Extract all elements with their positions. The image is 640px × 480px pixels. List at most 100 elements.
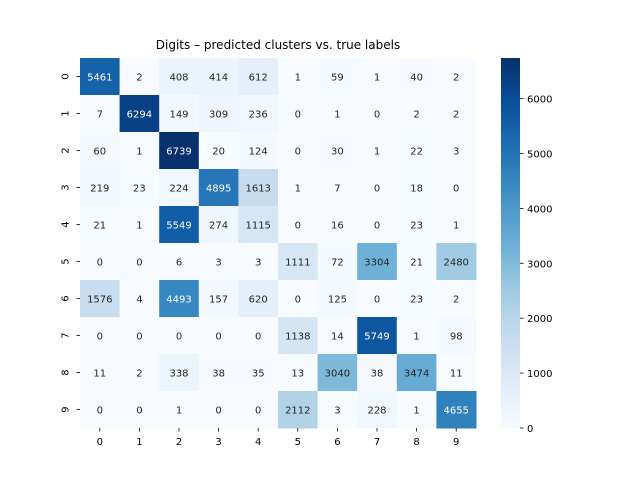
cell-value-label: 236 (249, 110, 268, 121)
x-tick-label: 0 (97, 437, 103, 448)
heatmap-cell (396, 243, 437, 281)
heatmap-cell (119, 317, 160, 355)
cell-value-label: 620 (249, 295, 268, 306)
cell-value-label: 40 (410, 73, 423, 84)
cell-value-label: 1576 (87, 295, 112, 306)
heatmap-cell (159, 243, 200, 281)
heatmap-cell (238, 132, 279, 170)
heatmap-cell (119, 169, 160, 207)
heatmap-cell (119, 132, 160, 170)
cell-value-label: 7 (97, 110, 103, 121)
heatmap-cell (119, 58, 160, 96)
heatmap-cell (357, 354, 398, 392)
heatmap-cell (80, 317, 121, 355)
cell-value-label: 38 (371, 369, 384, 380)
cell-value-label: 7 (334, 184, 340, 195)
cell-value-label: 60 (93, 147, 106, 158)
cell-value-label: 0 (97, 406, 103, 417)
y-tick-label: 5 (61, 258, 72, 264)
cell-value-label: 1 (176, 406, 182, 417)
heatmap-cell (436, 132, 477, 170)
cell-value-label: 21 (410, 258, 423, 269)
cell-value-label: 0 (97, 258, 103, 269)
cell-value-label: 0 (255, 406, 261, 417)
cell-value-label: 3 (334, 406, 340, 417)
cell-value-label: 1 (453, 221, 459, 232)
heatmap-cell (278, 206, 319, 244)
cell-value-label: 3 (255, 258, 261, 269)
heatmap-cell (357, 132, 398, 170)
colorbar-tick-label: 4000 (527, 204, 552, 215)
cell-value-label: 98 (450, 332, 463, 343)
heatmap-cell (80, 95, 121, 133)
heatmap-cell (357, 317, 398, 355)
colorbar-gradient (501, 58, 520, 428)
heatmap-cell (119, 280, 160, 318)
cell-value-label: 1 (374, 147, 380, 158)
cell-value-label: 1 (295, 73, 301, 84)
heatmap-cell (80, 280, 121, 318)
heatmap-cell (317, 95, 358, 133)
heatmap-cell (119, 354, 160, 392)
cell-value-label: 4493 (166, 295, 191, 306)
heatmap-cell (238, 280, 279, 318)
heatmap-cell (317, 317, 358, 355)
heatmap-cell (238, 169, 279, 207)
heatmap-cell (238, 206, 279, 244)
cell-value-label: 1613 (245, 184, 270, 195)
heatmap-cell (396, 58, 437, 96)
cell-value-label: 0 (136, 332, 142, 343)
cell-value-label: 149 (169, 110, 188, 121)
heatmap-cell (238, 58, 279, 96)
heatmap-cell (198, 243, 239, 281)
cell-value-label: 6294 (127, 110, 152, 121)
x-axis: 0 1 2 3 4 5 6 7 8 9 (97, 428, 459, 448)
y-tick-label: 8 (61, 369, 72, 375)
heatmap-cell (396, 317, 437, 355)
heatmap-cell (278, 280, 319, 318)
heatmap-cell (396, 169, 437, 207)
cell-value-label: 0 (97, 332, 103, 343)
heatmap-cell (317, 206, 358, 244)
cell-value-label: 0 (295, 221, 301, 232)
cell-value-label: 0 (136, 258, 142, 269)
cell-value-label: 219 (90, 184, 109, 195)
x-tick-label: 3 (215, 437, 221, 448)
cell-value-label: 0 (136, 406, 142, 417)
cell-value-label: 3 (215, 258, 221, 269)
heatmap-cell (396, 354, 437, 392)
heatmap-cell (357, 391, 398, 429)
cell-value-label: 6 (176, 258, 182, 269)
cell-value-label: 3304 (364, 258, 389, 269)
heatmap-cell (436, 58, 477, 96)
heatmap-cell (317, 132, 358, 170)
cell-value-label: 6739 (166, 147, 191, 158)
cell-value-label: 30 (331, 147, 344, 158)
cell-value-label: 4895 (206, 184, 231, 195)
cell-value-label: 0 (176, 332, 182, 343)
cell-value-label: 124 (249, 147, 268, 158)
cell-value-label: 157 (209, 295, 228, 306)
heatmap-cell (198, 58, 239, 96)
colorbar-tick-label: 1000 (527, 369, 552, 380)
cell-value-label: 4 (136, 295, 142, 306)
x-tick-label: 5 (295, 437, 301, 448)
heatmap-cell (278, 243, 319, 281)
heatmap-cell (278, 58, 319, 96)
cell-value-label: 20 (212, 147, 225, 158)
cell-value-label: 274 (209, 221, 228, 232)
cell-value-label: 23 (410, 221, 423, 232)
heatmap-cell (357, 95, 398, 133)
heatmap-cell (436, 243, 477, 281)
colorbar-tick-label: 5000 (527, 149, 552, 160)
cell-value-label: 1 (136, 221, 142, 232)
heatmap-cell (159, 317, 200, 355)
cell-value-label: 1138 (285, 332, 310, 343)
cell-value-label: 23 (133, 184, 146, 195)
cell-value-label: 5461 (87, 73, 112, 84)
cell-value-label: 16 (331, 221, 344, 232)
cell-value-label: 0 (374, 295, 380, 306)
cell-value-label: 2480 (443, 258, 468, 269)
heatmap-cell (317, 280, 358, 318)
heatmap-cell (317, 354, 358, 392)
